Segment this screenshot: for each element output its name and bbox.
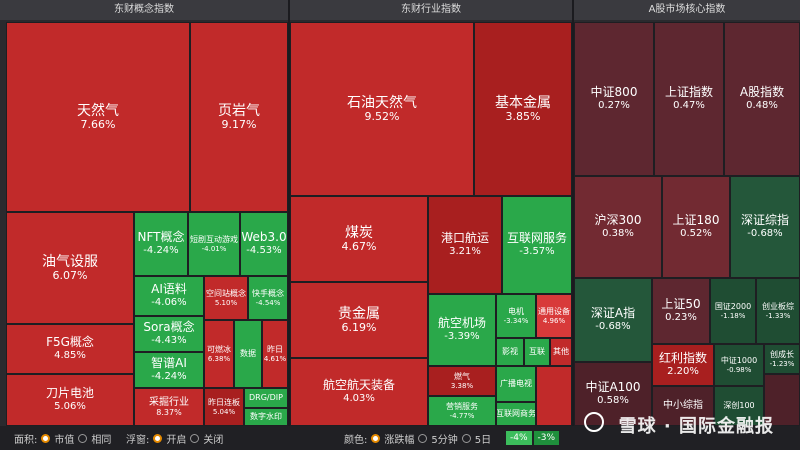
core-panel: A股市场核心指数 中证800 0.27% 上证指数 0.47% A股指数 0.48% … [574,0,800,426]
tile-core-3[interactable]: 沪深300 0.38% [574,176,662,278]
industry-panel-title: 东财行业指数 [290,0,572,20]
watermark: 雪球 · 国际金融报 [618,416,774,437]
xueqiu-logo-icon [584,412,604,432]
tile-concept-3[interactable]: NFT概念 -4.24% [134,212,188,276]
tile-industry-10[interactable]: 互联 [524,338,550,366]
tile-core-9[interactable]: 创业板综 -1.33% [756,278,800,344]
float-radio-on[interactable] [153,433,163,443]
tile-core-8[interactable]: 国证2000 -1.18% [710,278,756,344]
area-opt2-label[interactable]: 相同 [91,434,112,446]
bottom-toolbar: 面积: 市值 相同 浮窗: 开启 关闭 颜色: 涨跌幅 5分钟 5日 -4% -… [0,426,800,450]
tile-industry-12[interactable]: 航空航天装备 4.03% [290,358,428,426]
tile-concept-9[interactable]: Sora概念 -4.43% [134,316,204,352]
tile-concept-18[interactable]: DRG/DIP [244,388,288,408]
area-option-group: 面积: 市值 相同 [14,426,111,450]
float-opt1-label[interactable]: 开启 [166,434,187,446]
tile-industry-13[interactable]: 燃气 3.38% [428,366,496,396]
tile-industry-9[interactable]: 影视 [496,338,524,366]
color-legend: -4% -3% [506,426,560,450]
area-radio-marketcap[interactable] [41,433,51,443]
tile-industry-filler [536,366,572,426]
color-option-group: 颜色: 涨跌幅 5分钟 5日 [344,426,491,450]
tile-industry-16[interactable]: 互联网商务 [496,402,536,426]
tile-concept-5[interactable]: Web3.0 -4.53% [240,212,288,276]
tile-concept-1[interactable]: 页岩气 9.17% [190,22,288,212]
tile-industry-2[interactable]: 煤炭 4.67% [290,196,428,282]
color-opt2-label[interactable]: 5分钟 [431,434,458,446]
float-label: 浮窗: [126,434,150,446]
tile-industry-14[interactable]: 广播电视 [496,366,536,402]
tile-industry-3[interactable]: 港口航运 3.21% [428,196,502,294]
tile-industry-0[interactable]: 石油天然气 9.52% [290,22,474,196]
tile-core-4[interactable]: 上证180 0.52% [662,176,730,278]
tile-concept-10[interactable]: F5G概念 4.85% [6,324,134,374]
industry-panel: 东财行业指数 石油天然气 9.52% 基本金属 3.85% 煤炭 4.67% 港口航运… [290,0,572,426]
tile-core-filler [764,374,800,426]
color-label: 颜色: [344,434,368,446]
tile-industry-1[interactable]: 基本金属 3.85% [474,22,572,196]
tile-core-14[interactable]: 中小综指 [652,386,714,426]
tile-core-15[interactable]: 深创100 [714,386,764,426]
color-opt1-label[interactable]: 涨跌幅 [384,434,415,446]
legend-chip-minus4: -4% [506,431,532,445]
tile-industry-15[interactable]: 营销服务 -4.77% [428,396,496,426]
color-radio-change[interactable] [371,433,381,443]
tile-core-7[interactable]: 上证50 0.23% [652,278,710,344]
tile-concept-16[interactable]: 采掘行业 8.37% [134,388,204,426]
tile-concept-19[interactable]: 数字水印 [244,408,288,426]
tile-concept-4[interactable]: 短剧互动游戏 -4.01% [188,212,240,276]
tile-industry-4[interactable]: 互联网服务 -3.57% [502,196,572,294]
tile-industry-7[interactable]: 电机 -3.34% [496,294,536,338]
tile-concept-12[interactable]: 可燃冰 6.38% [204,320,234,388]
tile-concept-13[interactable]: 数据 [234,320,262,388]
float-opt2-label[interactable]: 关闭 [203,434,224,446]
tile-concept-14[interactable]: 昨日 4.61% [262,320,288,388]
color-radio-5day[interactable] [461,433,471,443]
tile-core-11[interactable]: 中证1000 -0.98% [714,344,764,386]
concept-panel-title: 东财概念指数 [0,0,288,20]
tile-concept-11[interactable]: 智谱AI -4.24% [134,352,204,388]
tile-industry-11[interactable]: 其他 [550,338,572,366]
core-panel-title: A股市场核心指数 [574,0,800,20]
legend-chip-minus3: -3% [533,431,560,445]
area-opt1-label[interactable]: 市值 [54,434,75,446]
tile-concept-8[interactable]: 快手概念 -4.54% [248,276,288,320]
tile-core-1[interactable]: 上证指数 0.47% [654,22,724,176]
tile-concept-0[interactable]: 天然气 7.66% [6,22,190,212]
tile-core-12[interactable]: 创成长 -1.23% [764,344,800,374]
tile-concept-17[interactable]: 昨日连板 5.04% [204,388,244,426]
tile-core-10[interactable]: 红利指数 2.20% [652,344,714,386]
tile-concept-2[interactable]: 油气设服 6.07% [6,212,134,324]
area-radio-equal[interactable] [78,433,88,443]
area-label: 面积: [14,434,38,446]
color-radio-5min[interactable] [418,433,428,443]
tile-industry-6[interactable]: 航空机场 -3.39% [428,294,496,366]
tile-industry-5[interactable]: 贵金属 6.19% [290,282,428,358]
tile-core-2[interactable]: A股指数 0.48% [724,22,800,176]
concept-panel: 东财概念指数 天然气 7.66% 页岩气 9.17% 油气设服 6.07% NFT概念… [0,0,288,426]
tile-concept-15[interactable]: 刀片电池 5.06% [6,374,134,426]
tile-core-6[interactable]: 深证A指 -0.68% [574,278,652,362]
tile-concept-7[interactable]: 空间站概念 5.10% [204,276,248,320]
tile-core-5[interactable]: 深证综指 -0.68% [730,176,800,278]
float-option-group: 浮窗: 开启 关闭 [126,426,223,450]
tile-industry-8[interactable]: 通用设备 4.96% [536,294,572,338]
float-radio-off[interactable] [190,433,200,443]
tile-core-0[interactable]: 中证800 0.27% [574,22,654,176]
tile-concept-6[interactable]: AI语料 -4.06% [134,276,204,316]
color-opt3-label[interactable]: 5日 [474,434,492,446]
